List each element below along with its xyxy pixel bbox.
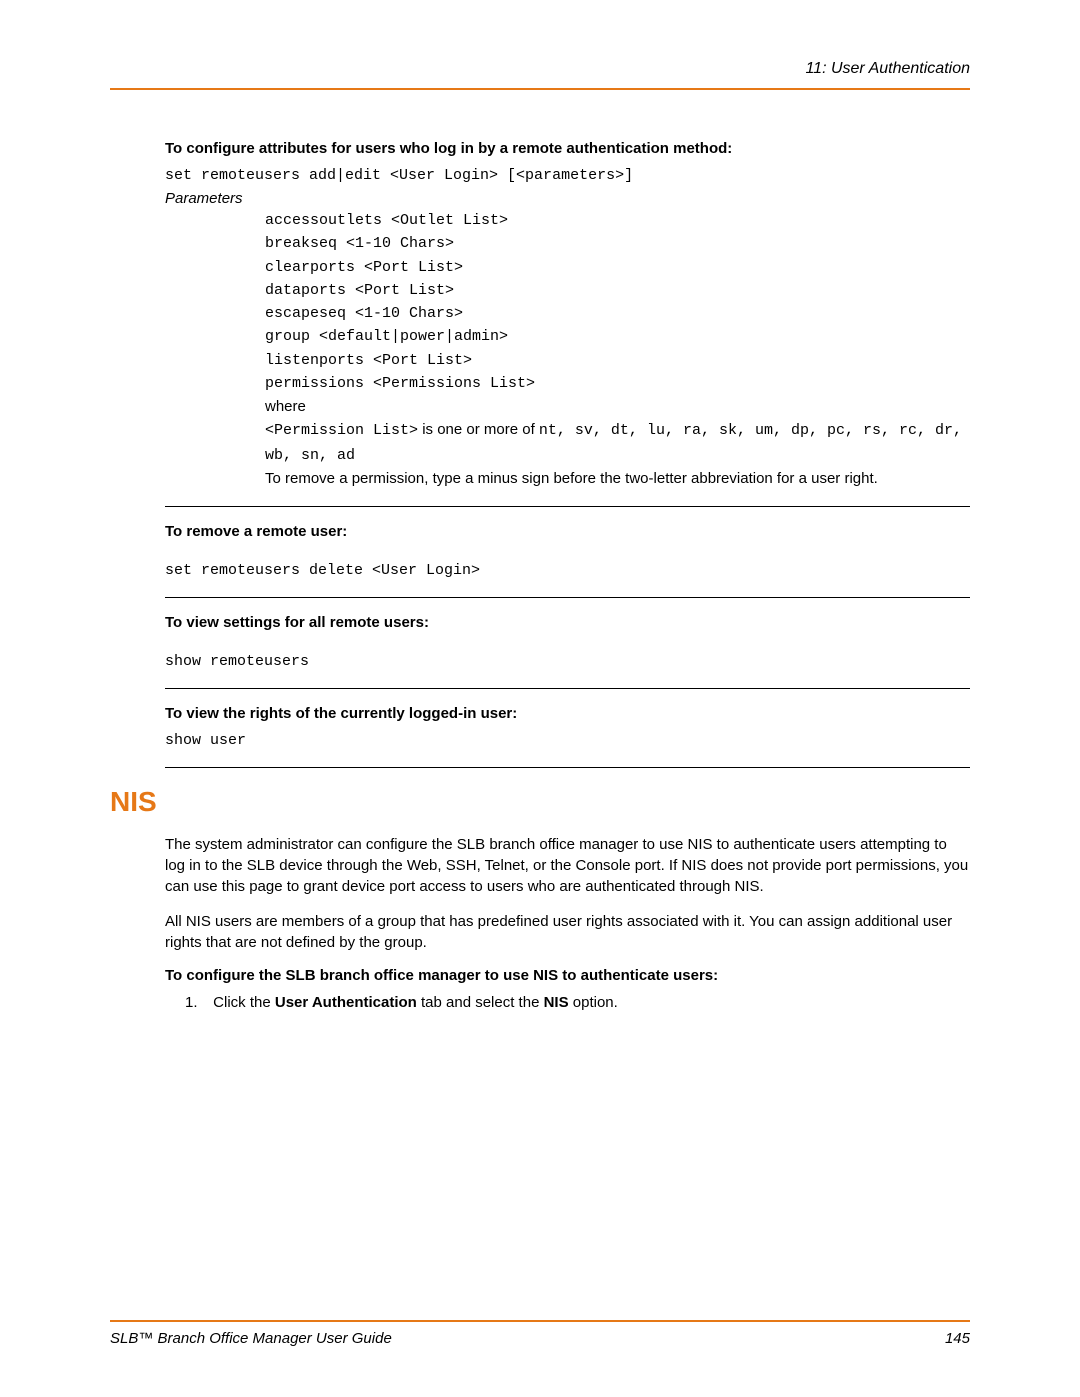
divider bbox=[165, 506, 970, 507]
step-prefix: Click the bbox=[213, 994, 275, 1011]
param-accessoutlets: accessoutlets <Outlet List> bbox=[265, 209, 970, 232]
permission-list-line: <Permission List> is one or more of nt, … bbox=[265, 418, 970, 467]
section-view-rights: To view the rights of the currently logg… bbox=[165, 705, 970, 768]
parameters-block: accessoutlets <Outlet List> breakseq <1-… bbox=[265, 209, 970, 490]
command-delete-remoteuser: set remoteusers delete <User Login> bbox=[165, 560, 970, 581]
step-number: 1. bbox=[185, 992, 209, 1013]
param-listenports: listenports <Port List> bbox=[265, 349, 970, 372]
param-dataports: dataports <Port List> bbox=[265, 279, 970, 302]
param-breakseq: breakseq <1-10 Chars> bbox=[265, 232, 970, 255]
breadcrumb: 11: User Authentication bbox=[805, 60, 970, 77]
section-remove-user: To remove a remote user: set remoteusers… bbox=[165, 523, 970, 598]
section-configure-attributes: To configure attributes for users who lo… bbox=[165, 140, 970, 507]
footer-page-number: 145 bbox=[945, 1330, 970, 1347]
page-header: 11: User Authentication bbox=[110, 60, 970, 90]
step-suffix: option. bbox=[569, 994, 618, 1011]
step-bold-nis: NIS bbox=[544, 994, 569, 1011]
where-label: where bbox=[265, 395, 970, 418]
remove-permission-note: To remove a permission, type a minus sig… bbox=[265, 467, 970, 490]
step-bold-userauth: User Authentication bbox=[275, 994, 417, 1011]
perm-list-mono1: <Permission List> bbox=[265, 422, 418, 439]
param-group: group <default|power|admin> bbox=[265, 325, 970, 348]
nis-config-heading: To configure the SLB branch office manag… bbox=[165, 967, 970, 984]
command-show-user: show user bbox=[165, 730, 970, 751]
nis-para1: The system administrator can configure t… bbox=[165, 834, 970, 897]
main-content: To configure attributes for users who lo… bbox=[165, 140, 970, 1013]
heading-remove: To remove a remote user: bbox=[165, 523, 970, 540]
divider bbox=[165, 597, 970, 598]
perm-list-text1: is one or more of bbox=[418, 421, 539, 438]
param-escapeseq: escapeseq <1-10 Chars> bbox=[265, 302, 970, 325]
param-clearports: clearports <Port List> bbox=[265, 256, 970, 279]
command-show-remoteusers: show remoteusers bbox=[165, 651, 970, 672]
param-permissions: permissions <Permissions List> bbox=[265, 372, 970, 395]
section-view-settings: To view settings for all remote users: s… bbox=[165, 614, 970, 689]
heading-configure: To configure attributes for users who lo… bbox=[165, 140, 970, 157]
heading-view-settings: To view settings for all remote users: bbox=[165, 614, 970, 631]
parameters-label: Parameters bbox=[165, 190, 970, 207]
divider bbox=[165, 767, 970, 768]
nis-title: NIS bbox=[110, 786, 970, 818]
command-set-remoteusers: set remoteusers add|edit <User Login> [<… bbox=[165, 165, 970, 186]
page-footer: SLB™ Branch Office Manager User Guide 14… bbox=[110, 1320, 970, 1347]
step-mid: tab and select the bbox=[417, 994, 544, 1011]
nis-para2: All NIS users are members of a group tha… bbox=[165, 911, 970, 953]
divider bbox=[165, 688, 970, 689]
footer-guide: SLB™ Branch Office Manager User Guide bbox=[110, 1330, 392, 1347]
heading-view-rights: To view the rights of the currently logg… bbox=[165, 705, 970, 722]
nis-step-1: 1. Click the User Authentication tab and… bbox=[185, 992, 970, 1013]
